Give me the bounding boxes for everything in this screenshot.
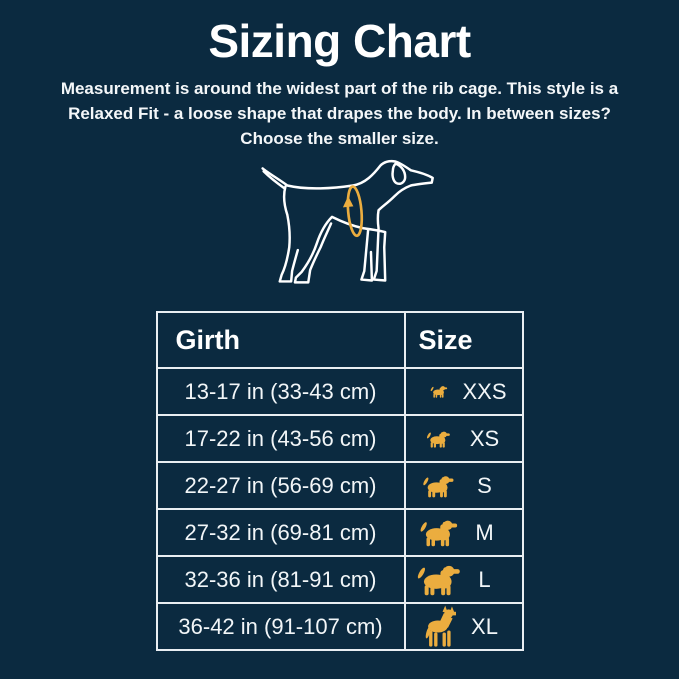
- size-value: XL: [471, 613, 498, 639]
- dog-icon-s: [422, 474, 455, 498]
- girth-value: 22-27 in (56-69 cm): [158, 463, 406, 508]
- dog-icon-xl: [421, 605, 456, 648]
- dog-icon-l: [416, 563, 462, 596]
- girth-value: 32-36 in (81-91 cm): [158, 557, 406, 602]
- dog-icon-xs: [426, 430, 451, 448]
- table-row: 13-17 in (33-43 cm) XXS: [157, 367, 522, 414]
- girth-value: 17-22 in (43-56 cm): [158, 416, 406, 461]
- girth-value: 27-32 in (69-81 cm): [158, 510, 406, 555]
- subtitle-line: Choose the smaller size.: [240, 129, 439, 148]
- girth-value: 13-17 in (33-43 cm): [158, 369, 406, 414]
- girth-column-header: Girth: [158, 313, 406, 367]
- dog-icon-m: [419, 518, 459, 547]
- subtitle: Measurement is around the widest part of…: [61, 76, 618, 151]
- subtitle-line: Relaxed Fit - a loose shape that drapes …: [68, 104, 611, 123]
- size-value: M: [475, 519, 494, 545]
- size-value: XS: [469, 425, 500, 451]
- subtitle-line: Measurement is around the widest part of…: [60, 79, 619, 98]
- size-value: S: [477, 472, 492, 498]
- size-value: L: [478, 566, 491, 592]
- size-column-header: Size: [418, 324, 473, 355]
- table-row: 32-36 in (81-91 cm) L: [157, 555, 522, 602]
- size-value: XXS: [462, 378, 507, 404]
- table-header-row: Girth Size: [158, 313, 522, 367]
- table-row: 27-32 in (69-81 cm) M: [157, 508, 522, 555]
- girth-value: 36-42 in (91-107 cm): [158, 604, 406, 649]
- page-title: Sizing Chart: [208, 15, 471, 67]
- table-row: 36-42 in (91-107 cm) XL: [157, 602, 522, 649]
- table-row: 22-27 in (56-69 cm) S: [157, 461, 522, 508]
- table-row: 17-22 in (43-56 cm) XS: [157, 414, 522, 461]
- dog-girth-measurement-illustration: [260, 159, 434, 284]
- girth-measurement-loop-icon: [342, 185, 363, 238]
- dog-icon-xxs: [430, 385, 448, 398]
- sizing-table: Girth Size 13-17 in (33-43 cm) XXS 17-22…: [155, 311, 524, 651]
